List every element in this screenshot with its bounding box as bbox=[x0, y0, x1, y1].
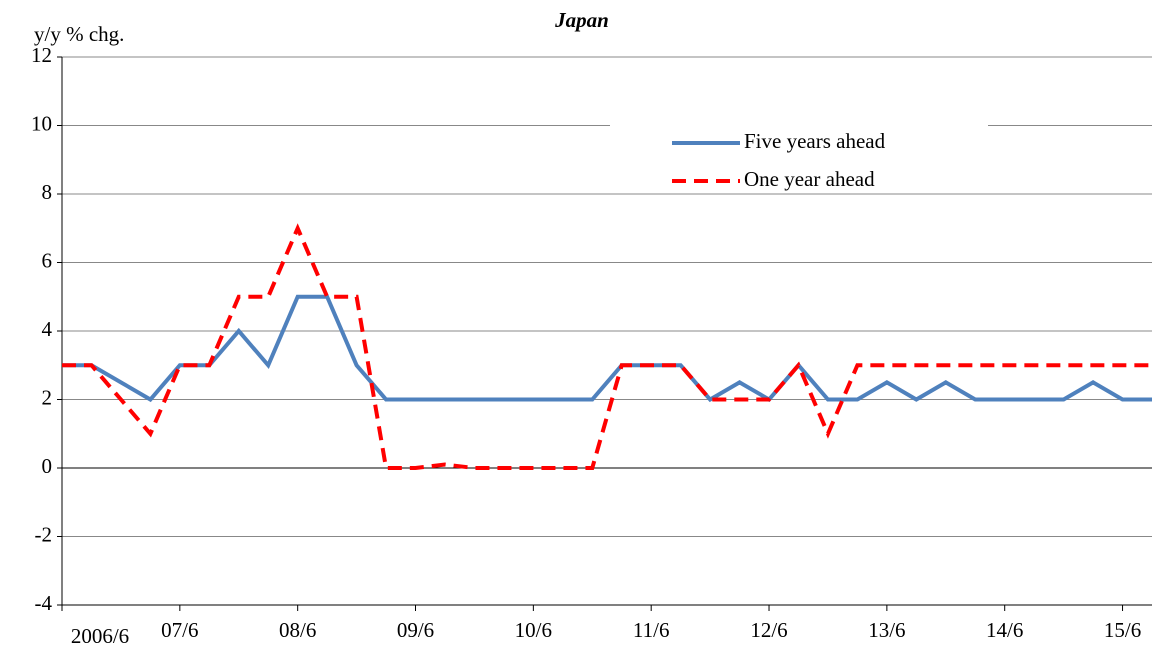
series-line bbox=[62, 223, 1152, 470]
y-tick-label: 6 bbox=[42, 248, 53, 272]
y-tick-label: 4 bbox=[42, 317, 53, 341]
x-tick-label: 08/6 bbox=[279, 618, 316, 642]
y-tick-label: 2 bbox=[42, 385, 53, 409]
y-tick-label: -4 bbox=[35, 591, 53, 615]
y-tick-label: 12 bbox=[31, 43, 52, 67]
y-tick-label: 0 bbox=[42, 454, 53, 478]
x-tick-label: 07/6 bbox=[161, 618, 198, 642]
y-axis-label: y/y % chg. bbox=[34, 22, 124, 46]
x-tick-label: 14/6 bbox=[986, 618, 1023, 642]
chart-title: Japan bbox=[554, 8, 609, 32]
x-tick-label: 2006/6 bbox=[71, 624, 129, 648]
x-tick-label: 11/6 bbox=[633, 618, 670, 642]
legend-label: One year ahead bbox=[744, 167, 875, 191]
x-tick-label: 10/6 bbox=[515, 618, 552, 642]
x-tick-label: 15/6 bbox=[1104, 618, 1141, 642]
x-tick-label: 09/6 bbox=[397, 618, 434, 642]
y-tick-label: -2 bbox=[35, 522, 53, 546]
x-tick-label: 13/6 bbox=[868, 618, 905, 642]
y-tick-label: 10 bbox=[31, 111, 52, 135]
legend-label: Five years ahead bbox=[744, 129, 886, 153]
y-tick-label: 8 bbox=[42, 180, 53, 204]
x-tick-label: 12/6 bbox=[750, 618, 787, 642]
series-line bbox=[62, 294, 1152, 403]
